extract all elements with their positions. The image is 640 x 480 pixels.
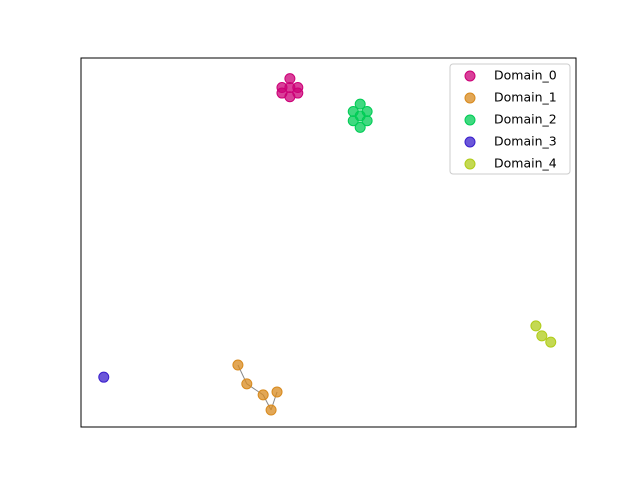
legend-label: Domain_3 <box>494 134 557 149</box>
point <box>257 389 269 401</box>
point <box>265 404 277 416</box>
point <box>241 378 253 390</box>
points <box>98 73 557 416</box>
legend-label: Domain_4 <box>494 156 557 171</box>
point <box>276 87 288 99</box>
point <box>98 371 110 383</box>
point <box>530 320 542 332</box>
point <box>354 98 366 110</box>
legend-label: Domain_0 <box>494 68 557 83</box>
point <box>271 386 283 398</box>
legend-marker <box>464 136 476 148</box>
point <box>232 359 244 371</box>
legend-marker <box>464 70 476 82</box>
legend-box <box>449 63 571 175</box>
point <box>536 330 548 342</box>
legend-marker <box>464 114 476 126</box>
legend-label: Domain_1 <box>494 90 557 105</box>
legend-marker <box>464 158 476 170</box>
point <box>354 121 366 133</box>
legend: Domain_0 Domain_1 Domain_2 Domain_3 Domain_4 <box>449 63 571 175</box>
point <box>354 110 366 122</box>
legend-marker <box>464 92 476 104</box>
legend-label: Domain_2 <box>494 112 557 127</box>
point <box>545 336 557 348</box>
plot-frame <box>80 57 577 428</box>
point <box>284 82 296 94</box>
